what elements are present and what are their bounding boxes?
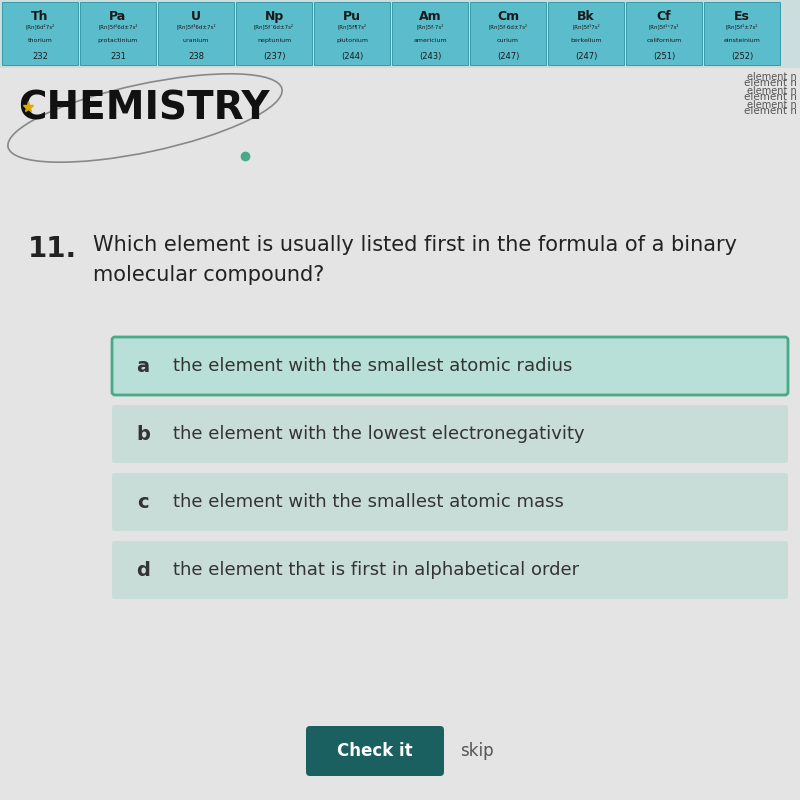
Text: element n: element n bbox=[744, 92, 797, 102]
Text: [Rn]5f³6d±7s²: [Rn]5f³6d±7s² bbox=[176, 24, 216, 30]
Text: [Rn]5f²6d±7s²: [Rn]5f²6d±7s² bbox=[98, 24, 138, 30]
FancyBboxPatch shape bbox=[112, 541, 788, 599]
FancyBboxPatch shape bbox=[80, 2, 156, 65]
Text: molecular compound?: molecular compound? bbox=[93, 265, 324, 285]
Text: berkelium: berkelium bbox=[570, 38, 602, 43]
Text: (243): (243) bbox=[419, 52, 441, 61]
FancyBboxPatch shape bbox=[470, 2, 546, 65]
Text: element n: element n bbox=[744, 106, 797, 116]
Text: 11.: 11. bbox=[28, 235, 77, 263]
FancyBboxPatch shape bbox=[2, 2, 78, 65]
Text: [Rn]5f¹±7s²: [Rn]5f¹±7s² bbox=[726, 24, 758, 30]
FancyBboxPatch shape bbox=[158, 2, 234, 65]
Text: [Rn]5f¶7s²: [Rn]5f¶7s² bbox=[338, 24, 366, 30]
Text: [Rn]5f¹7s²: [Rn]5f¹7s² bbox=[572, 24, 600, 30]
FancyBboxPatch shape bbox=[0, 68, 800, 800]
Text: uranium: uranium bbox=[183, 38, 209, 43]
Text: Pu: Pu bbox=[343, 10, 361, 23]
Text: protactinium: protactinium bbox=[98, 38, 138, 43]
Text: U: U bbox=[191, 10, 201, 23]
FancyBboxPatch shape bbox=[112, 473, 788, 531]
Text: thorium: thorium bbox=[27, 38, 53, 43]
Text: [Rn]5f¹°7s²: [Rn]5f¹°7s² bbox=[649, 24, 679, 30]
Text: 231: 231 bbox=[110, 52, 126, 61]
Text: element n: element n bbox=[747, 100, 797, 110]
FancyBboxPatch shape bbox=[392, 2, 468, 65]
Text: (251): (251) bbox=[653, 52, 675, 61]
Text: Es: Es bbox=[734, 10, 750, 23]
Text: Check it: Check it bbox=[337, 742, 413, 760]
Text: (244): (244) bbox=[341, 52, 363, 61]
Text: element n: element n bbox=[744, 78, 797, 88]
Text: element n: element n bbox=[747, 86, 797, 96]
FancyBboxPatch shape bbox=[626, 2, 702, 65]
Text: [Rn]5f·6d±7s²: [Rn]5f·6d±7s² bbox=[489, 24, 527, 30]
FancyBboxPatch shape bbox=[0, 68, 800, 800]
Text: [Rn]5f·7s²: [Rn]5f·7s² bbox=[416, 24, 444, 30]
Text: 238: 238 bbox=[188, 52, 204, 61]
Text: CHEMISTRY: CHEMISTRY bbox=[18, 90, 270, 128]
Text: [Rn]5f´6d±7s²: [Rn]5f´6d±7s² bbox=[254, 24, 294, 30]
Text: (237): (237) bbox=[262, 52, 286, 61]
Text: (247): (247) bbox=[497, 52, 519, 61]
Text: b: b bbox=[136, 425, 150, 443]
Text: Which element is usually listed first in the formula of a binary: Which element is usually listed first in… bbox=[93, 235, 737, 255]
Text: skip: skip bbox=[460, 742, 494, 760]
Text: Am: Am bbox=[418, 10, 442, 23]
Text: californium: californium bbox=[646, 38, 682, 43]
FancyBboxPatch shape bbox=[314, 2, 390, 65]
FancyBboxPatch shape bbox=[112, 405, 788, 463]
Text: (247): (247) bbox=[575, 52, 597, 61]
Text: element n: element n bbox=[747, 72, 797, 82]
Text: curium: curium bbox=[497, 38, 519, 43]
Text: the element with the lowest electronegativity: the element with the lowest electronegat… bbox=[173, 425, 585, 443]
FancyBboxPatch shape bbox=[236, 2, 312, 65]
Text: Cf: Cf bbox=[657, 10, 671, 23]
Text: the element that is first in alphabetical order: the element that is first in alphabetica… bbox=[173, 561, 579, 579]
Text: plutonium: plutonium bbox=[336, 38, 368, 43]
Text: Th: Th bbox=[31, 10, 49, 23]
Text: Np: Np bbox=[264, 10, 284, 23]
FancyBboxPatch shape bbox=[704, 2, 780, 65]
Text: (252): (252) bbox=[731, 52, 753, 61]
FancyBboxPatch shape bbox=[306, 726, 444, 776]
FancyBboxPatch shape bbox=[0, 0, 800, 68]
Text: the element with the smallest atomic radius: the element with the smallest atomic rad… bbox=[173, 357, 572, 375]
Text: a: a bbox=[137, 357, 150, 375]
Text: Cm: Cm bbox=[497, 10, 519, 23]
Text: 232: 232 bbox=[32, 52, 48, 61]
Text: americium: americium bbox=[413, 38, 447, 43]
Text: c: c bbox=[137, 493, 149, 511]
Text: neptunium: neptunium bbox=[257, 38, 291, 43]
Text: d: d bbox=[136, 561, 150, 579]
FancyBboxPatch shape bbox=[548, 2, 624, 65]
Text: Pa: Pa bbox=[110, 10, 126, 23]
Text: the element with the smallest atomic mass: the element with the smallest atomic mas… bbox=[173, 493, 564, 511]
Text: Bk: Bk bbox=[577, 10, 595, 23]
Text: einsteinium: einsteinium bbox=[723, 38, 761, 43]
Text: [Rn]6d²7s²: [Rn]6d²7s² bbox=[26, 24, 54, 30]
FancyBboxPatch shape bbox=[112, 337, 788, 395]
